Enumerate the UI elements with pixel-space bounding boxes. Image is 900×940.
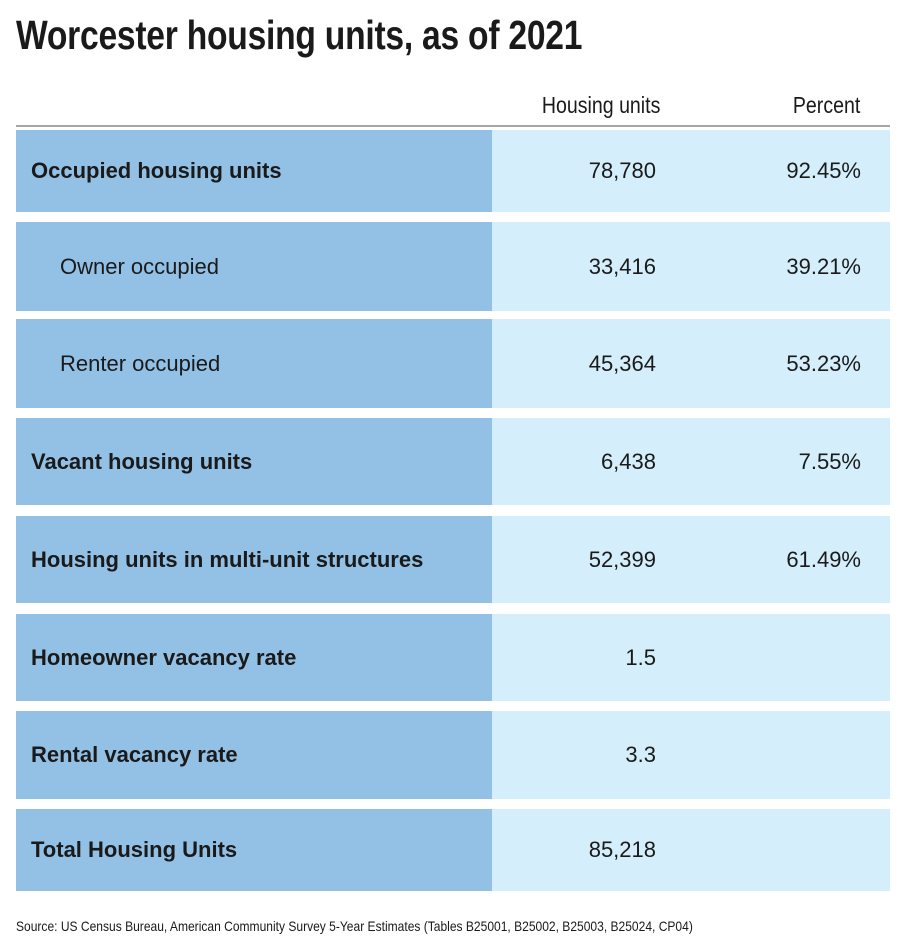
percent-value: 53.23% — [786, 350, 861, 376]
row-label: Renter occupied — [60, 350, 221, 376]
housing-units-value: 85,218 — [588, 837, 656, 862]
row-label: Homeowner vacancy rate — [31, 644, 297, 670]
table-row: Total Housing Units 85,218 — [16, 809, 890, 891]
label-cell: Rental vacancy rate — [16, 711, 492, 799]
row-label: Housing units in multi-unit structures — [31, 546, 424, 572]
table-row: Owner occupied 33,416 39.21% — [16, 222, 890, 311]
row-label: Occupied housing units — [31, 158, 282, 183]
value-cell — [492, 809, 890, 891]
label-cell: Occupied housing units — [16, 130, 492, 212]
housing-units-value: 6,438 — [600, 448, 656, 474]
value-cell — [492, 222, 890, 311]
row-label: Rental vacancy rate — [31, 742, 238, 767]
label-cell: Vacant housing units — [16, 418, 492, 505]
table-row: Housing units in multi-unit structures 5… — [16, 516, 890, 603]
percent-value: 39.21% — [786, 253, 861, 279]
label-cell: Renter occupied — [16, 319, 492, 408]
table-row: Rental vacancy rate 3.3 — [16, 711, 890, 799]
label-cell: Homeowner vacancy rate — [16, 614, 492, 701]
row-label: Total Housing Units — [31, 837, 238, 862]
value-cell — [492, 614, 890, 701]
value-cell — [492, 516, 890, 603]
table-row: Renter occupied 45,364 53.23% — [16, 319, 890, 408]
percent-value: 92.45% — [786, 158, 861, 183]
value-cell — [492, 711, 890, 799]
column-header-housing-units: Housing units — [541, 92, 660, 118]
label-cell: Owner occupied — [16, 222, 492, 311]
row-label: Vacant housing units — [31, 448, 253, 474]
table-row: Vacant housing units 6,438 7.55% — [16, 418, 890, 505]
percent-value: 7.55% — [798, 448, 861, 474]
housing-units-value: 33,416 — [588, 253, 656, 279]
percent-value: 61.49% — [786, 546, 861, 572]
subgroup-separator — [56, 311, 890, 319]
row-label: Owner occupied — [60, 253, 219, 279]
housing-units-value: 3.3 — [625, 742, 656, 767]
table-row: Occupied housing units 78,780 92.45% — [16, 130, 890, 212]
label-cell: Total Housing Units — [16, 809, 492, 891]
value-cell — [492, 418, 890, 505]
source-note: Source: US Census Bureau, American Commu… — [16, 918, 693, 934]
housing-units-value: 1.5 — [625, 644, 656, 670]
housing-units-value: 52,399 — [588, 546, 656, 572]
housing-units-value: 78,780 — [588, 158, 656, 183]
header-rule — [16, 125, 890, 127]
housing-units-value: 45,364 — [588, 350, 656, 376]
table-row: Homeowner vacancy rate 1.5 — [16, 614, 890, 701]
value-cell — [492, 130, 890, 212]
chart-title: Worcester housing units, as of 2021 — [16, 12, 583, 58]
label-cell: Housing units in multi-unit structures — [16, 516, 492, 603]
value-cell — [492, 319, 890, 408]
column-header-percent: Percent — [792, 92, 860, 118]
